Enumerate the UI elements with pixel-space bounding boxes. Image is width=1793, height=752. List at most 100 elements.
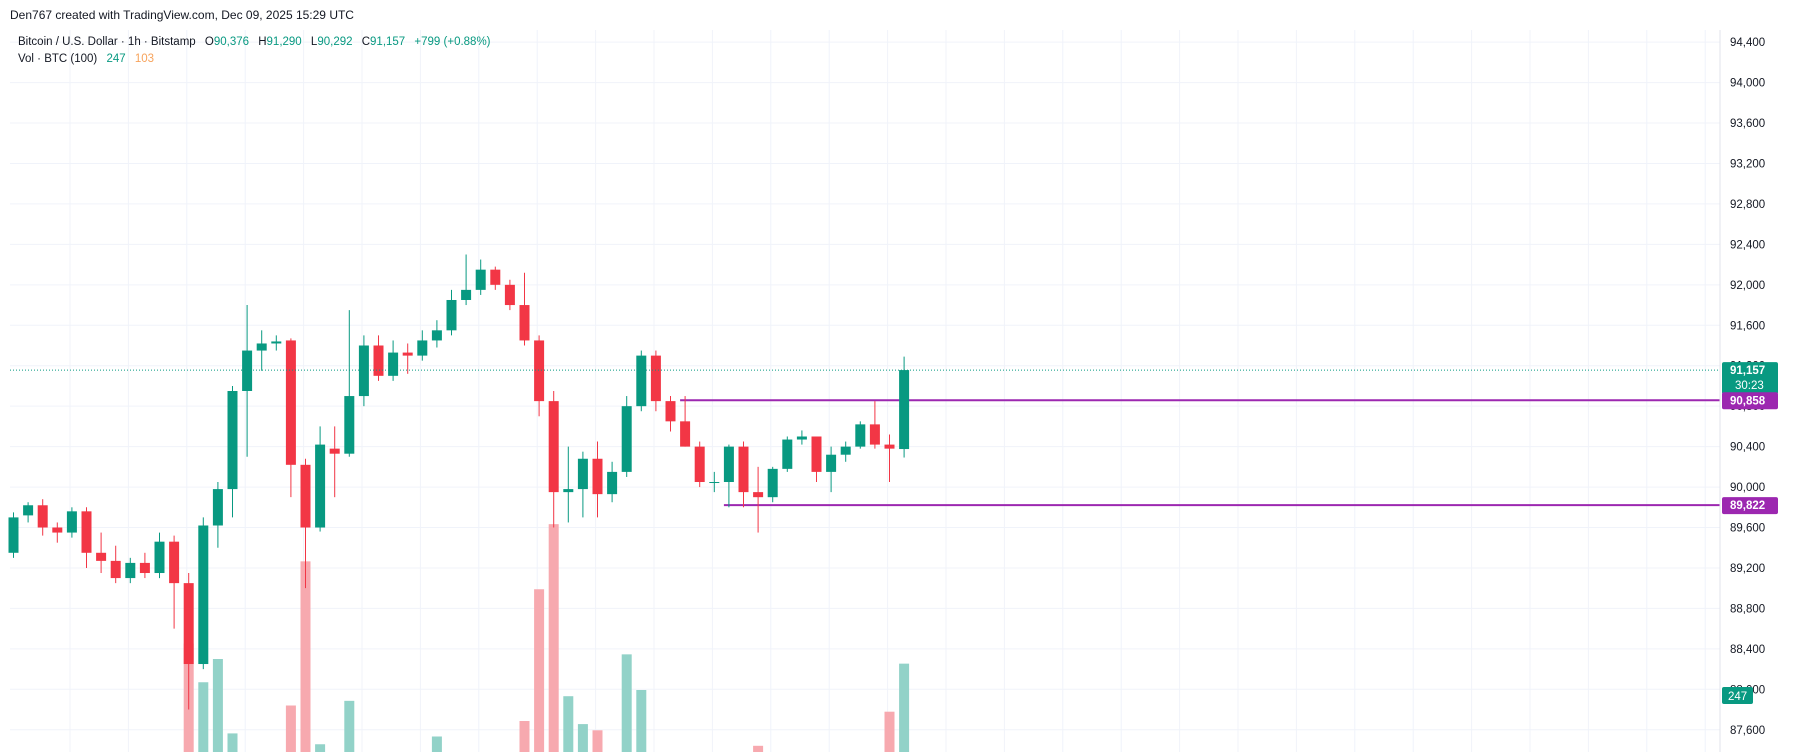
price-tick-label: 93,200	[1730, 158, 1765, 170]
candle-body	[198, 525, 209, 665]
candle-body	[431, 330, 442, 341]
candle-body	[869, 424, 880, 445]
candle-body	[840, 446, 851, 455]
candle	[388, 340, 399, 381]
candle-body	[242, 350, 253, 391]
candle-body	[373, 345, 384, 376]
candle	[767, 466, 778, 503]
candle-body	[796, 436, 807, 440]
candle-body	[388, 352, 399, 376]
candle-body	[212, 489, 223, 526]
countdown-label: 30:23	[1735, 380, 1764, 392]
grid	[10, 30, 1720, 752]
volume-legend-label: Vol · BTC (100)	[18, 53, 97, 65]
candle	[154, 532, 165, 579]
volume-bar	[534, 589, 545, 752]
svg-text:Bitcoin / U.S. Dollar · 1h · B: Bitcoin / U.S. Dollar · 1h · Bitstamp O9…	[18, 36, 491, 48]
candle	[373, 335, 384, 381]
price-tick-label: 92,400	[1730, 239, 1765, 251]
candle-body	[519, 305, 530, 341]
price-tick-label: 90,000	[1730, 482, 1765, 494]
candle-body	[315, 444, 326, 528]
svg-text:Vol · BTC (100) 247: Vol · BTC (100) 247 103	[18, 53, 154, 65]
candle	[504, 279, 515, 311]
candle	[811, 436, 822, 483]
candle	[212, 482, 223, 548]
candle	[256, 330, 267, 371]
price-tick-label: 91,600	[1730, 320, 1765, 332]
candle-body	[139, 562, 150, 574]
volume-bar	[899, 663, 910, 752]
candle	[66, 507, 77, 538]
volume-legend-down: 103	[135, 53, 154, 65]
chart-area[interactable]: 87,60088,00088,40088,80089,20089,60090,0…	[0, 30, 1793, 752]
candle-body	[461, 289, 472, 300]
candle	[81, 507, 92, 568]
candle	[169, 535, 180, 629]
legend-change: +799 (+0.88%)	[414, 36, 490, 48]
candle-body	[154, 541, 165, 574]
candle-body	[402, 352, 413, 356]
candle-body	[169, 541, 180, 584]
candle	[519, 272, 530, 346]
candle-body	[256, 343, 267, 351]
candle	[446, 289, 457, 336]
legend-close-label: C	[362, 36, 370, 48]
price-tick-label: 94,000	[1730, 78, 1765, 90]
candles	[8, 254, 910, 710]
candle	[869, 401, 880, 449]
candle	[315, 426, 326, 532]
legend-symbol: Bitcoin / U.S. Dollar · 1h · Bitstamp	[18, 36, 196, 48]
legend-high-label: H	[258, 36, 266, 48]
candle	[592, 441, 603, 518]
candle	[358, 335, 369, 407]
candle	[840, 441, 851, 462]
candle	[23, 502, 34, 523]
legend-low-label: L	[311, 36, 318, 48]
candle	[621, 396, 632, 477]
upper-level-tag: 90,858	[1722, 392, 1778, 410]
legend-low-value: 90,292	[317, 36, 352, 48]
candle	[680, 396, 691, 447]
price-chart[interactable]: 87,60088,00088,40088,80089,20089,60090,0…	[0, 30, 1793, 752]
candle-body	[504, 284, 515, 306]
legend-high-value: 91,290	[267, 36, 302, 48]
candle-body	[183, 583, 194, 665]
candle	[125, 557, 136, 584]
candle	[709, 471, 720, 493]
candle-body	[665, 401, 676, 422]
horizontal-levels[interactable]	[680, 399, 1720, 507]
candle	[636, 350, 647, 412]
last-price-tag: 91,157 30:23	[1722, 362, 1778, 395]
candle	[563, 446, 574, 523]
symbol-legend[interactable]: Bitcoin / U.S. Dollar · 1h · Bitstamp O9…	[18, 36, 491, 48]
candle-body	[577, 458, 588, 490]
candle	[826, 446, 837, 493]
candle	[198, 517, 209, 670]
volume-bar	[519, 721, 530, 752]
candle	[534, 335, 545, 417]
candle	[431, 320, 442, 348]
volume-bar	[592, 730, 603, 752]
candle-body	[8, 517, 19, 553]
volume-legend[interactable]: Vol · BTC (100) 247 103	[18, 53, 154, 65]
candle-body	[125, 562, 136, 579]
candle-body	[753, 492, 764, 498]
candle-body	[534, 340, 545, 402]
candle	[96, 532, 107, 574]
candle-body	[738, 446, 749, 493]
candle	[607, 461, 618, 503]
candle-body	[446, 299, 457, 331]
candle-body	[650, 355, 661, 402]
candle	[285, 338, 296, 498]
price-tick-label: 87,600	[1730, 725, 1765, 737]
volume-bar	[563, 696, 574, 752]
candle	[271, 335, 282, 351]
volume-tag: 247	[1722, 687, 1753, 704]
candle-body	[81, 511, 92, 553]
last-price-label: 91,157	[1730, 365, 1765, 377]
candle	[300, 458, 311, 589]
candle	[417, 330, 428, 361]
candle-body	[475, 269, 486, 290]
volume-bar	[315, 744, 326, 752]
